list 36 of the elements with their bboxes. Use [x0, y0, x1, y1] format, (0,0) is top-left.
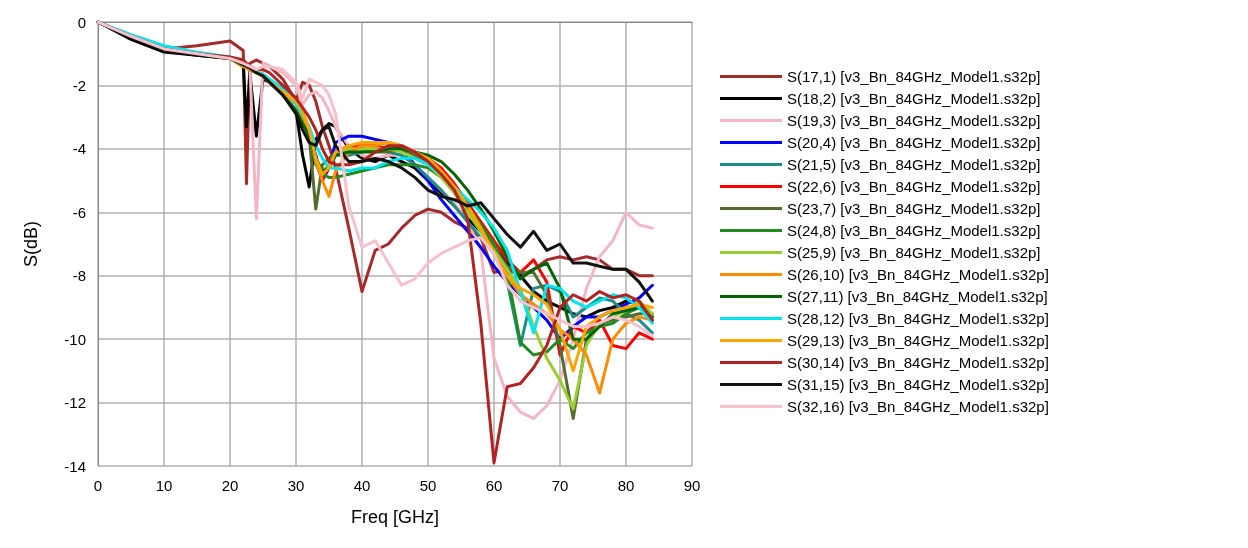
- legend-label: S(25,9) [v3_Bn_84GHz_Model1.s32p]: [787, 244, 1041, 261]
- legend-label: S(28,12) [v3_Bn_84GHz_Model1.s32p]: [787, 310, 1049, 327]
- x-tick-label: 60: [485, 477, 503, 494]
- y-tick-label: -12: [64, 394, 86, 412]
- legend-label: S(22,6) [v3_Bn_84GHz_Model1.s32p]: [787, 178, 1041, 195]
- x-tick-label: 20: [221, 477, 239, 494]
- x-tick-label: 70: [551, 477, 569, 494]
- y-tick-label: -10: [64, 330, 86, 348]
- x-tick-label: 10: [155, 477, 173, 494]
- legend-label: S(19,3) [v3_Bn_84GHz_Model1.s32p]: [787, 112, 1041, 129]
- legend-label: S(24,8) [v3_Bn_84GHz_Model1.s32p]: [787, 222, 1041, 239]
- legend-label: S(32,16) [v3_Bn_84GHz_Model1.s32p]: [787, 398, 1049, 415]
- legend-label: S(18,2) [v3_Bn_84GHz_Model1.s32p]: [787, 90, 1041, 107]
- legend-label: S(17,1) [v3_Bn_84GHz_Model1.s32p]: [787, 68, 1041, 85]
- y-tick-label: -14: [64, 457, 86, 475]
- legend-label: S(23,7) [v3_Bn_84GHz_Model1.s32p]: [787, 200, 1041, 217]
- x-tick-label: 90: [683, 477, 701, 494]
- legend-label: S(21,5) [v3_Bn_84GHz_Model1.s32p]: [787, 156, 1041, 173]
- legend-label: S(30,14) [v3_Bn_84GHz_Model1.s32p]: [787, 354, 1049, 371]
- legend-label: S(26,10) [v3_Bn_84GHz_Model1.s32p]: [787, 266, 1049, 283]
- legend-label: S(31,15) [v3_Bn_84GHz_Model1.s32p]: [787, 376, 1049, 393]
- y-tick-label: -2: [72, 76, 86, 94]
- x-tick-label: 30: [287, 477, 305, 494]
- legend-label: S(27,11) [v3_Bn_84GHz_Model1.s32p]: [787, 288, 1048, 305]
- x-tick-label: 40: [353, 477, 371, 494]
- y-tick-label: -8: [72, 267, 86, 285]
- y-tick-label: -4: [72, 140, 86, 158]
- y-tick-label: -6: [72, 203, 86, 221]
- y-tick-label: 0: [77, 13, 86, 31]
- x-tick-label: 80: [617, 477, 635, 494]
- legend-label: S(20,4) [v3_Bn_84GHz_Model1.s32p]: [787, 134, 1041, 151]
- x-tick-label: 50: [419, 477, 437, 494]
- legend-label: S(29,13) [v3_Bn_84GHz_Model1.s32p]: [787, 332, 1049, 349]
- x-tick-label: 0: [93, 477, 103, 494]
- x-axis-title: Freq [GHz]: [350, 507, 440, 527]
- y-axis-title: S(dB): [21, 220, 41, 268]
